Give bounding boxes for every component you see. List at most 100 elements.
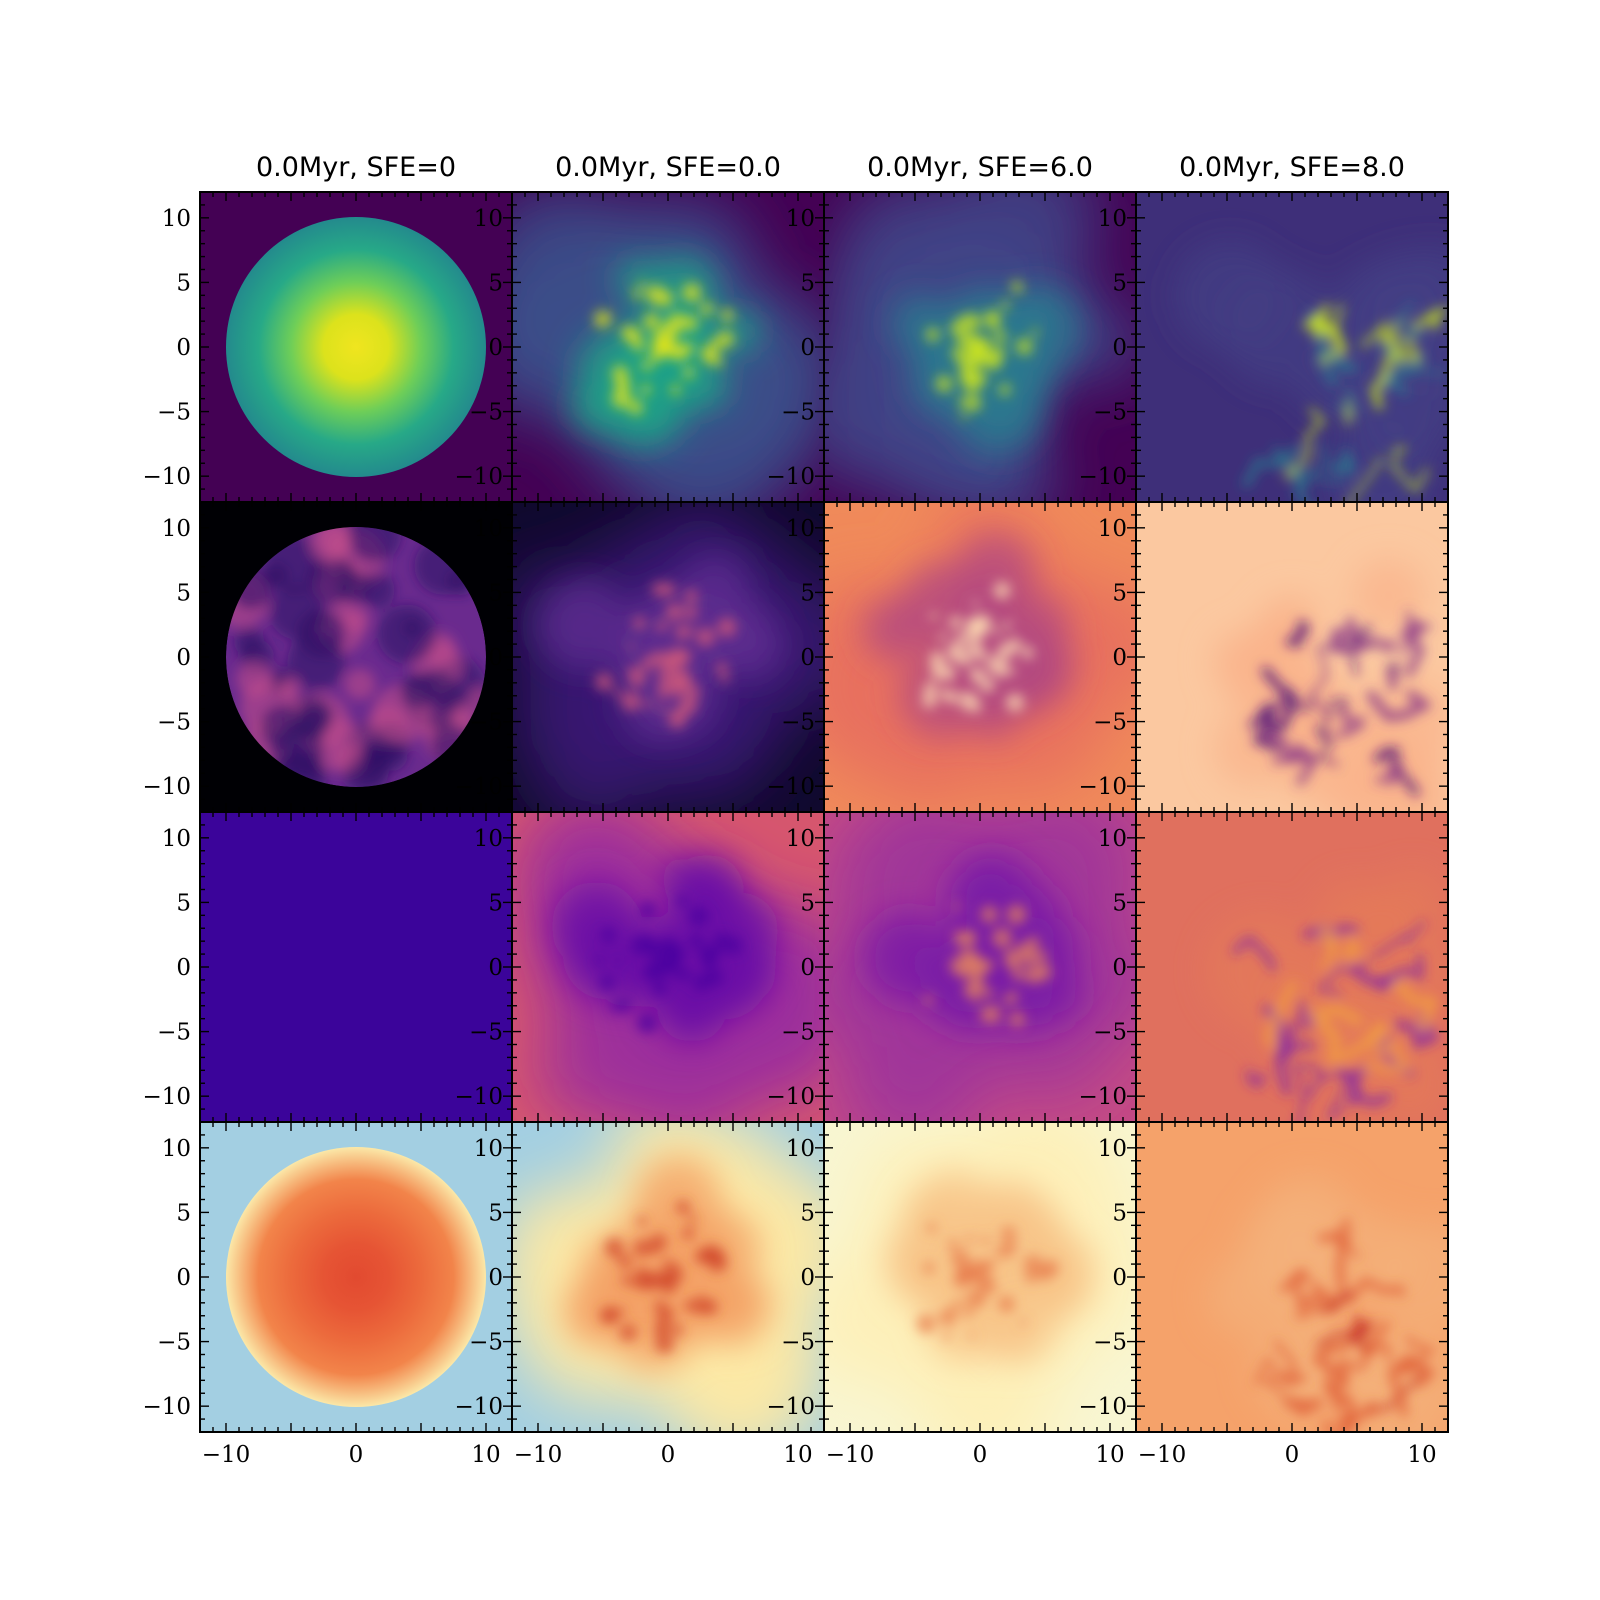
- y-tick-label: 10: [162, 516, 191, 542]
- y-tick-label: 5: [1112, 1200, 1127, 1226]
- y-tick-label: 0: [488, 335, 503, 361]
- y-tick-label: −10: [142, 464, 191, 490]
- y-tick-label: 10: [1098, 516, 1127, 542]
- panel-r1-c3: 10 5 0 −5 −10: [766, 191, 1137, 503]
- y-tick-label: −10: [766, 774, 815, 800]
- x-tick-label: −10: [514, 1442, 563, 1468]
- y-tick-label: −10: [454, 1394, 503, 1420]
- panel-image: [200, 192, 512, 502]
- y-tick-label: 0: [800, 955, 815, 981]
- axis-ticks: [1135, 811, 1449, 1123]
- y-tick-label: 0: [1112, 955, 1127, 981]
- y-tick-label: −5: [781, 400, 815, 426]
- x-tick-label: 0: [973, 1442, 988, 1468]
- panel-image: [824, 1122, 1136, 1432]
- y-tick-label: 10: [474, 516, 503, 542]
- column-titles: 0.0Myr, SFE=0 0.0Myr, SFE=0.0 0.0Myr, SFE=…: [256, 152, 1405, 183]
- cloud-sphere: [226, 217, 486, 477]
- y-tick-label: −5: [469, 400, 503, 426]
- x-tick-label: 0: [1285, 1442, 1300, 1468]
- column-title-2: 0.0Myr, SFE=0.0: [555, 152, 781, 183]
- y-tick-label: 5: [488, 580, 503, 606]
- y-tick-label: 10: [162, 1136, 191, 1162]
- y-tick-label: 5: [800, 1200, 815, 1226]
- panel-r1-c1: 10 5 0 −5 −10: [142, 191, 513, 503]
- y-tick-label: 0: [176, 335, 191, 361]
- y-tick-label: 10: [786, 516, 815, 542]
- x-tick-label: −10: [202, 1442, 251, 1468]
- panel-image: [512, 1122, 824, 1432]
- y-tick-label: −10: [766, 1084, 815, 1110]
- axis-ticks: [1135, 1121, 1449, 1433]
- axis-ticks: [511, 1121, 825, 1433]
- x-tick-label: 10: [471, 1442, 500, 1468]
- panel-image: [1136, 812, 1448, 1122]
- y-tick-label: −10: [142, 774, 191, 800]
- panel-r2-c3: 10 5 0 −5 −10: [766, 501, 1137, 813]
- axis-ticks: [823, 1121, 1137, 1433]
- y-tick-label: 10: [474, 206, 503, 232]
- y-tick-label: −5: [157, 710, 191, 736]
- y-tick-label: −10: [454, 774, 503, 800]
- y-tick-label: −10: [1078, 464, 1127, 490]
- cloud-sphere: [226, 1147, 486, 1407]
- y-tick-label: 5: [176, 890, 191, 916]
- y-tick-label: −5: [1093, 400, 1127, 426]
- panel-image: [512, 502, 824, 812]
- x-tick-label: 10: [783, 1442, 812, 1468]
- y-tick-label: −5: [1093, 1330, 1127, 1356]
- y-tick-label: 10: [162, 826, 191, 852]
- panel-image: [512, 812, 824, 1122]
- y-tick-label: 10: [1098, 206, 1127, 232]
- y-tick-label: 0: [800, 1265, 815, 1291]
- y-tick-label: 0: [488, 645, 503, 671]
- y-tick-label: 0: [1112, 335, 1127, 361]
- panel-image: [200, 1122, 512, 1432]
- x-tick-label: 0: [349, 1442, 364, 1468]
- y-tick-label: 0: [176, 645, 191, 671]
- panel-image: [200, 502, 512, 812]
- panel-r3-c3: 10 5 0 −5 −10: [766, 811, 1137, 1123]
- panel-image: [200, 812, 512, 1122]
- y-tick-label: 5: [800, 890, 815, 916]
- y-tick-label: −5: [157, 1020, 191, 1046]
- y-tick-label: −10: [142, 1084, 191, 1110]
- y-tick-label: 5: [800, 580, 815, 606]
- panel-r2-c4: 10 5 0 −5 −10: [1078, 501, 1449, 813]
- panel-image: [512, 192, 824, 502]
- panel-r2-c2: 10 5 0 −5 −10: [454, 501, 825, 813]
- y-tick-label: −10: [1078, 1084, 1127, 1110]
- y-tick-label: 10: [1098, 1136, 1127, 1162]
- panel-image: [1136, 1122, 1448, 1432]
- y-tick-label: 5: [176, 580, 191, 606]
- panel-r4-c4: 10 5 0 −5 −10 −10 0 10: [1078, 1121, 1449, 1468]
- y-tick-label: 5: [176, 1200, 191, 1226]
- y-tick-label: 5: [1112, 270, 1127, 296]
- y-tick-label: 10: [162, 206, 191, 232]
- panel-background: [200, 812, 512, 1122]
- panel-r3-c2: 10 5 0 −5 −10: [454, 811, 825, 1123]
- y-tick-label: 0: [800, 335, 815, 361]
- y-tick-label: −5: [157, 400, 191, 426]
- panel-r4-c3: 10 5 0 −5 −10 −10 0 10: [766, 1121, 1137, 1468]
- y-tick-label: 10: [474, 1136, 503, 1162]
- panel-r4-c1: 10 5 0 −5 −10 −10 0 10: [142, 1121, 513, 1468]
- y-tick-label: 0: [176, 955, 191, 981]
- panel-r1-c2: 10 5 0 −5 −10: [454, 191, 825, 503]
- y-tick-label: −10: [142, 1394, 191, 1420]
- panel-r3-c1: 10 5 0 −5 −10: [142, 811, 513, 1123]
- y-tick-label: 10: [786, 1136, 815, 1162]
- y-tick-label: 0: [1112, 1265, 1127, 1291]
- y-tick-label: −10: [766, 1394, 815, 1420]
- y-tick-label: −10: [766, 464, 815, 490]
- y-tick-label: 10: [474, 826, 503, 852]
- y-tick-label: 10: [786, 826, 815, 852]
- y-tick-label: 10: [1098, 826, 1127, 852]
- y-tick-label: 0: [800, 645, 815, 671]
- y-tick-label: −5: [1093, 710, 1127, 736]
- y-tick-label: 10: [786, 206, 815, 232]
- panel-image: [824, 812, 1136, 1122]
- x-tick-label: 10: [1407, 1442, 1436, 1468]
- y-tick-label: 5: [1112, 890, 1127, 916]
